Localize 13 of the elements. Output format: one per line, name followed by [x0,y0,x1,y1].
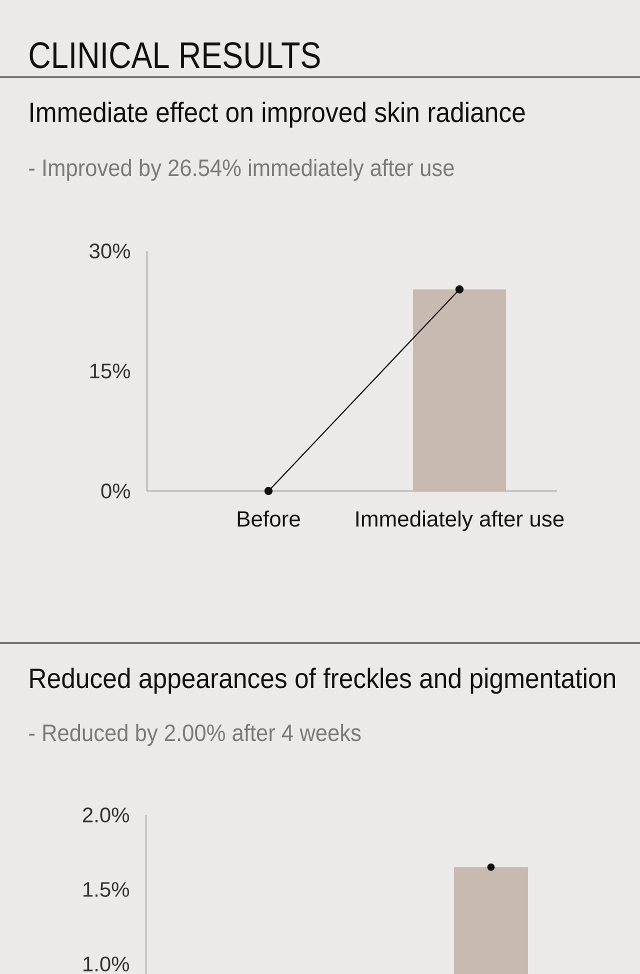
y-tick-label: 0% [101,484,130,498]
y-tick-label: 1.0% [84,956,130,972]
y-tick-label: 15% [90,364,130,378]
chart-title: Reduced appearances of freckles and pigmentation [30,668,615,694]
x-tick-label: Immediately after use [356,510,564,532]
y-tick-label: 30% [90,244,130,258]
y-tick-label: 1.5% [84,882,130,897]
x-tick-label: Before [238,510,300,527]
chart-subtitle: - Improved by 26.54% immediately after use [29,158,454,181]
text: CLINICAL RESULTS [30,42,320,68]
y-tick-label: 2.0% [82,808,130,822]
chart-title: Immediate effect on improved skin radiance [30,102,525,128]
chart-subtitle: - Reduced by 2.00% after 4 weeks [29,724,361,746]
